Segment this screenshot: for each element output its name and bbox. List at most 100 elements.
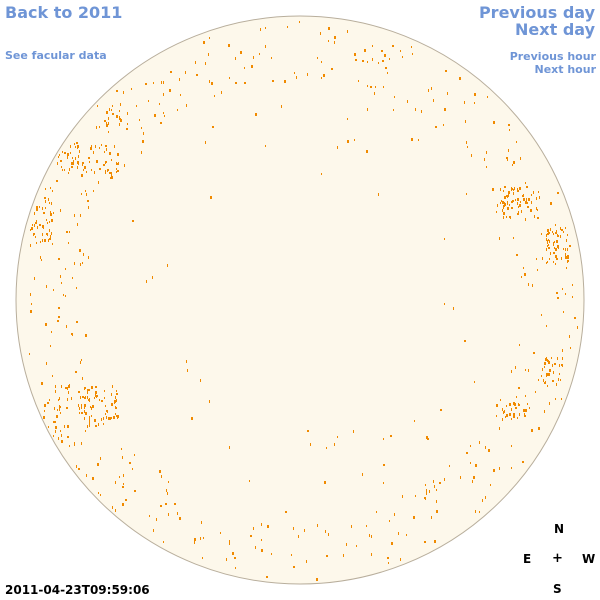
facula-mark xyxy=(203,41,205,44)
facula-mark xyxy=(229,446,230,449)
facula-mark xyxy=(179,78,180,81)
facula-mark xyxy=(119,110,120,112)
facula-mark xyxy=(168,481,169,483)
facula-mark xyxy=(533,191,534,194)
facula-mark xyxy=(265,145,266,147)
facula-mark xyxy=(557,357,558,360)
facula-mark xyxy=(120,103,121,106)
facula-mark xyxy=(177,109,178,111)
facula-mark xyxy=(466,141,467,144)
facula-mark xyxy=(47,233,48,236)
facula-mark xyxy=(88,256,89,259)
facula-mark xyxy=(516,254,518,256)
back-to-year-link[interactable]: Back to 2011 xyxy=(5,3,123,22)
previous-hour-link[interactable]: Previous hour xyxy=(509,50,596,63)
facula-mark xyxy=(553,261,554,263)
previous-day-link[interactable]: Previous day xyxy=(478,3,595,22)
facula-mark xyxy=(513,161,515,164)
facula-mark xyxy=(502,209,503,212)
facula-mark xyxy=(513,189,514,191)
facula-mark xyxy=(503,202,504,204)
facula-mark xyxy=(544,382,546,384)
facula-mark xyxy=(512,164,513,166)
facula-mark xyxy=(496,211,497,213)
facula-mark xyxy=(293,566,295,568)
facula-mark xyxy=(369,534,370,537)
facula-mark xyxy=(518,387,520,389)
facula-mark xyxy=(532,284,533,287)
facula-mark xyxy=(497,204,498,207)
facula-mark xyxy=(67,425,69,428)
facula-mark xyxy=(85,396,86,398)
facula-mark xyxy=(111,403,113,406)
facula-mark xyxy=(103,417,104,420)
facula-mark xyxy=(415,495,416,497)
facula-mark xyxy=(88,206,89,209)
facula-mark xyxy=(251,65,253,68)
next-day-link[interactable]: Next day xyxy=(515,20,595,39)
facula-mark xyxy=(460,476,461,479)
facula-mark xyxy=(531,201,532,204)
facula-mark xyxy=(117,153,119,156)
facula-mark xyxy=(406,534,407,536)
facula-mark xyxy=(504,203,506,206)
facula-mark xyxy=(59,408,60,410)
facula-mark xyxy=(89,419,90,422)
facula-mark xyxy=(561,229,563,231)
facula-mark xyxy=(100,457,101,460)
facula-mark xyxy=(116,115,118,118)
facula-mark xyxy=(572,284,573,286)
facula-mark xyxy=(328,40,329,42)
facula-mark xyxy=(81,442,82,445)
facula-mark xyxy=(372,45,373,47)
facula-mark xyxy=(559,364,560,366)
facula-mark xyxy=(459,77,461,80)
facula-mark xyxy=(52,190,53,192)
facula-mark xyxy=(82,164,83,166)
facula-mark xyxy=(546,248,547,251)
facula-mark xyxy=(91,387,92,389)
facula-mark xyxy=(84,404,86,407)
facula-mark xyxy=(513,237,514,239)
facula-mark xyxy=(93,151,94,154)
facula-mark xyxy=(55,426,57,429)
facula-mark xyxy=(81,359,82,361)
facula-mark xyxy=(474,102,475,104)
facula-mark xyxy=(565,248,566,251)
facula-mark xyxy=(366,150,368,153)
facula-mark xyxy=(163,541,164,543)
next-hour-link[interactable]: Next hour xyxy=(534,63,597,76)
facula-mark xyxy=(84,407,85,409)
facula-mark xyxy=(42,239,43,242)
facula-mark xyxy=(81,406,82,409)
facula-mark xyxy=(265,27,266,29)
facula-mark xyxy=(94,419,96,422)
facula-mark xyxy=(87,200,89,202)
facula-mark xyxy=(470,445,471,447)
facula-mark xyxy=(64,152,66,154)
facula-mark xyxy=(337,146,338,149)
facula-mark xyxy=(535,391,536,393)
facula-mark xyxy=(156,518,157,521)
compass-east: E xyxy=(523,552,532,566)
facular-data-link[interactable]: See facular data xyxy=(5,49,107,62)
facula-mark xyxy=(548,373,550,376)
facula-mark xyxy=(208,53,209,56)
facula-mark xyxy=(375,86,376,88)
facula-mark xyxy=(541,314,542,316)
facula-mark xyxy=(562,357,563,360)
facula-mark xyxy=(58,437,59,440)
facula-mark xyxy=(116,393,118,395)
facula-mark xyxy=(105,145,107,147)
facula-mark xyxy=(92,405,94,408)
facula-mark xyxy=(387,72,388,74)
facula-mark xyxy=(507,207,509,210)
facula-mark xyxy=(95,145,96,148)
facula-mark xyxy=(394,96,395,98)
facula-mark xyxy=(84,410,85,413)
facula-mark xyxy=(307,430,309,432)
facula-mark xyxy=(89,399,90,402)
facula-mark xyxy=(58,156,59,158)
facula-mark xyxy=(163,112,164,114)
facula-mark xyxy=(98,423,99,426)
